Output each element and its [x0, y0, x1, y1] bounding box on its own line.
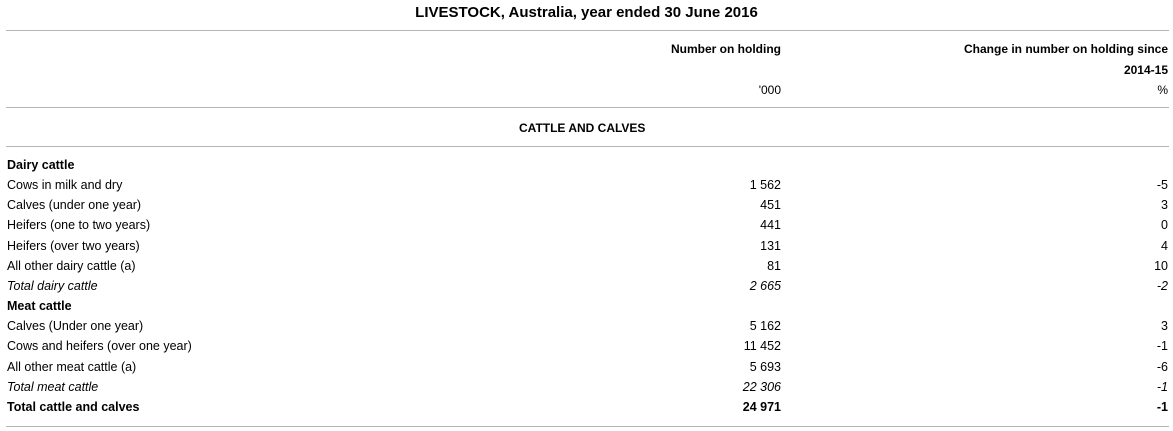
row-number-value: 2 665	[749, 278, 781, 293]
row-change-value: 10	[1154, 258, 1168, 273]
total-row: Total cattle and calves 24 971 -1	[0, 397, 1173, 417]
col-number-header: Number on holding	[671, 42, 781, 56]
table-row: All other meat cattle (a) 5 693 -6	[0, 357, 1173, 377]
group-heading-row: Meat cattle	[0, 296, 1173, 316]
row-label: Total dairy cattle	[7, 278, 98, 293]
row-change-value: -1	[1156, 379, 1168, 394]
col-change-header-line2: 2014-15	[1123, 63, 1168, 77]
subtotal-row: Total dairy cattle 2 665 -2	[0, 276, 1173, 296]
row-change-value: 0	[1161, 218, 1168, 233]
row-label: Cows and heifers (over one year)	[7, 339, 192, 354]
row-label: Calves (under one year)	[7, 198, 142, 213]
col-change-header-line1: Change in number on holding since	[963, 42, 1168, 56]
table-row: Cows in milk and dry 1 562 -5	[0, 175, 1173, 195]
col-number-unit: '000	[758, 83, 781, 97]
row-change-value: -5	[1156, 178, 1168, 193]
row-change-value: 3	[1161, 319, 1168, 334]
row-change-value: -1	[1156, 399, 1168, 414]
row-number-value: 81	[767, 258, 781, 273]
table-row: Heifers (over two years) 131 4	[0, 236, 1173, 256]
row-change-value: 4	[1161, 238, 1168, 253]
table-row: Heifers (one to two years) 441 0	[0, 215, 1173, 235]
table-row: All other dairy cattle (a) 81 10	[0, 256, 1173, 276]
table-row: Cows and heifers (over one year) 11 452 -1	[0, 336, 1173, 356]
row-change-value: 3	[1161, 198, 1168, 213]
section-label: CATTLE AND CALVES	[519, 121, 646, 135]
table-bottom-rule	[6, 426, 1169, 427]
section-rule	[6, 146, 1169, 147]
row-number-value: 5 162	[749, 319, 781, 334]
row-label: Heifers (over two years)	[7, 238, 140, 253]
row-number-value: 451	[760, 198, 781, 213]
row-number-value: 22 306	[742, 379, 781, 394]
row-label: All other dairy cattle (a)	[7, 258, 136, 273]
row-label: Total meat cattle	[7, 379, 99, 394]
group-heading-row: Dairy cattle	[0, 155, 1173, 175]
row-change-value: -1	[1156, 339, 1168, 354]
row-change-value: -6	[1156, 359, 1168, 374]
table-row: Calves (Under one year) 5 162 3	[0, 316, 1173, 336]
table-title: LIVESTOCK, Australia, year ended 30 June…	[415, 4, 758, 21]
row-number-value: 11 452	[743, 339, 781, 354]
row-label: Calves (Under one year)	[7, 319, 144, 334]
row-number-value: 5 693	[749, 359, 781, 374]
header-top-rule	[6, 30, 1169, 31]
row-label: All other meat cattle (a)	[7, 359, 137, 374]
row-change-value: -2	[1156, 278, 1168, 293]
row-label: Cows in milk and dry	[7, 178, 123, 193]
row-label: Heifers (one to two years)	[7, 218, 151, 233]
col-change-unit: %	[1157, 83, 1168, 97]
row-label: Total cattle and calves	[7, 399, 140, 414]
row-number-value: 1 562	[749, 178, 781, 193]
row-label: Meat cattle	[7, 299, 72, 314]
header-bottom-rule	[6, 107, 1169, 108]
row-number-value: 24 971	[742, 399, 781, 414]
subtotal-row: Total meat cattle 22 306 -1	[0, 377, 1173, 397]
row-number-value: 441	[760, 218, 781, 233]
table-row: Calves (under one year) 451 3	[0, 195, 1173, 215]
row-number-value: 131	[760, 238, 781, 253]
row-label: Dairy cattle	[7, 158, 75, 172]
